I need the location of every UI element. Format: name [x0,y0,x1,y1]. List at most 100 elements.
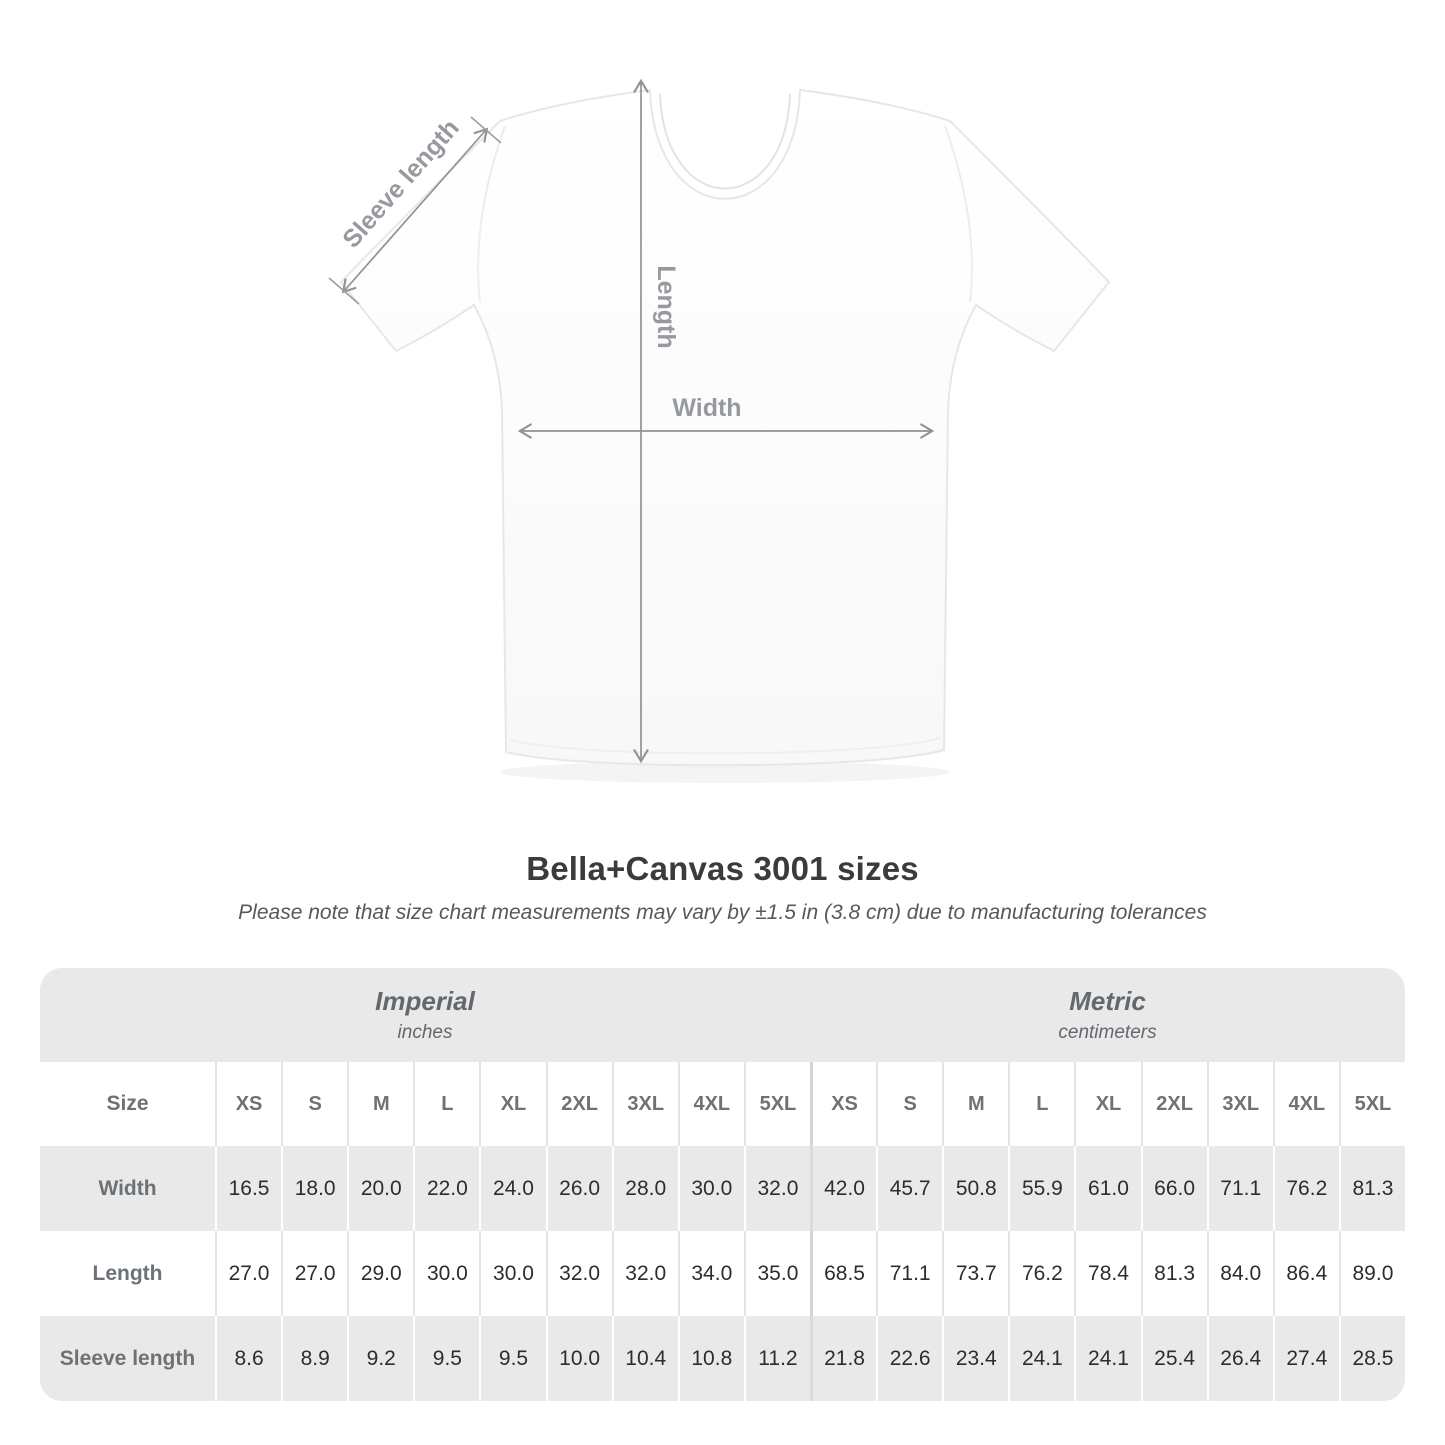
measurement-value-cell: 27.4 [1272,1316,1339,1401]
imperial-label: Imperial [375,986,475,1016]
measurement-value-cell: 24.1 [1008,1316,1074,1401]
measurement-value-cell: 34.0 [677,1231,744,1316]
measurement-value-cell: 9.5 [413,1316,479,1401]
measurement-value-cell: 32.0 [545,1231,612,1316]
measurement-value-cell: 10.4 [611,1316,678,1401]
measurement-value-cell: 26.0 [545,1146,612,1231]
sleeve-length-arrow [341,127,489,294]
size-col-header: M [347,1062,413,1146]
table-row: Sleeve length 8.6 8.9 9.2 9.5 9.5 10.0 10.4 10.8… [40,1316,1405,1401]
size-col-header: 4XL [1272,1062,1339,1146]
measurement-value-cell: 22.0 [413,1146,479,1231]
measurement-value-cell: 8.6 [215,1316,281,1401]
measurement-value-cell: 24.0 [479,1146,545,1231]
sleeve-length-endcap-bottom [328,277,360,305]
size-col-header: 3XL [611,1062,678,1146]
sleeve-length-endcap-top [470,116,502,144]
measurement-value-cell: 11.2 [743,1316,810,1401]
measurement-value-cell: 22.6 [876,1316,942,1401]
size-col-header: S [876,1062,942,1146]
measurement-value-cell: 45.7 [876,1146,942,1231]
measurement-value-cell: 68.5 [810,1231,876,1316]
measurement-value-cell: 81.3 [1338,1146,1405,1231]
collar-ribbing [659,93,791,190]
measurement-value-cell: 61.0 [1074,1146,1140,1231]
hem-seam [509,737,941,755]
measurement-value-cell: 81.3 [1140,1231,1207,1316]
metric-unit: centimeters [1058,1022,1157,1043]
measurement-value-cell: 10.8 [677,1316,744,1401]
row-label: Width [98,1176,157,1200]
metric-section-header: Metric centimeters [810,968,1405,1062]
measurement-value-cell: 71.1 [1206,1146,1273,1231]
table-row: Width 16.5 18.0 20.0 22.0 24.0 26.0 28.0 30.0 32.… [40,1146,1405,1231]
measurement-value-cell: 32.0 [743,1146,810,1231]
measurement-value-cell: 9.5 [479,1316,545,1401]
size-col-header: 5XL [1338,1062,1405,1146]
imperial-unit: inches [397,1022,453,1043]
size-col-header: L [1008,1062,1074,1146]
measurement-value-cell: 24.1 [1074,1316,1140,1401]
measurement-value-cell: 20.0 [347,1146,413,1231]
measurement-value-cell: 71.1 [876,1231,942,1316]
metric-label: Metric [1069,986,1146,1016]
shirt-body [339,88,1111,767]
tshirt-diagram: Sleeve length Length Width [300,55,1160,800]
measurement-value-cell: 18.0 [281,1146,347,1231]
measurement-value-cell: 10.0 [545,1316,612,1401]
measurement-value-cell: 8.9 [281,1316,347,1401]
measurement-value-cell: 25.4 [1140,1316,1207,1401]
measurement-value-cell: 76.2 [1008,1231,1074,1316]
size-column-label: Size [106,1092,149,1115]
size-col-header: 5XL [743,1062,810,1146]
size-col-header: 2XL [1140,1062,1207,1146]
size-col-header: L [413,1062,479,1146]
measurement-value-cell: 29.0 [347,1231,413,1316]
measurement-value-cell: 21.8 [810,1316,876,1401]
measurement-value-cell: 73.7 [942,1231,1008,1316]
measurement-value-cell: 55.9 [1008,1146,1074,1231]
measurement-value-cell: 30.0 [479,1231,545,1316]
measurement-value-cell: 76.2 [1272,1146,1339,1231]
size-col-header: M [942,1062,1008,1146]
page-title: Bella+Canvas 3001 sizes [526,850,919,887]
measurement-value-cell: 35.0 [743,1231,810,1316]
size-col-header: 2XL [545,1062,612,1146]
right-armhole-seam [944,125,973,303]
shirt-shadow [500,761,950,783]
size-col-header: XL [1074,1062,1140,1146]
row-label: Length [92,1261,163,1285]
measurement-value-cell: 32.0 [611,1231,678,1316]
size-col-header: XS [215,1062,281,1146]
measurement-value-cell: 9.2 [347,1316,413,1401]
measurement-value-cell: 26.4 [1206,1316,1273,1401]
tshirt-svg: Sleeve length Length Width [328,78,1111,783]
measurement-value-cell: 42.0 [810,1146,876,1231]
measurement-value-cell: 27.0 [281,1231,347,1316]
measurement-value-cell: 66.0 [1140,1146,1207,1231]
measurement-value-cell: 16.5 [215,1146,281,1231]
table-row: Length 27.0 27.0 29.0 30.0 30.0 32.0 32.0 34.0 35… [40,1231,1405,1316]
size-col-header: S [281,1062,347,1146]
measurement-value-cell: 23.4 [942,1316,1008,1401]
measurement-value-cell: 84.0 [1206,1231,1273,1316]
measurement-value-cell: 86.4 [1272,1231,1339,1316]
size-col-header: XL [479,1062,545,1146]
size-chart-table: Imperial inches Metric centimeters Size … [40,968,1405,1401]
measurement-value-cell: 50.8 [942,1146,1008,1231]
measurement-value-cell: 28.5 [1338,1316,1405,1401]
unit-header-band: Imperial inches Metric centimeters [40,968,1405,1062]
size-col-header: 4XL [677,1062,744,1146]
size-col-header: 3XL [1206,1062,1273,1146]
measurement-value-cell: 30.0 [413,1231,479,1316]
length-label: Length [652,265,680,348]
tolerance-note: Please note that size chart measurements… [238,901,1207,924]
measurement-value-cell: 89.0 [1338,1231,1405,1316]
table-body: Width 16.5 18.0 20.0 22.0 24.0 26.0 28.0 30.0 32.… [40,1146,1405,1401]
measurement-value-cell: 28.0 [611,1146,678,1231]
measurement-value-cell: 27.0 [215,1231,281,1316]
size-col-header: XS [810,1062,876,1146]
measurement-value-cell: 78.4 [1074,1231,1140,1316]
measurement-value-cell: 30.0 [677,1146,744,1231]
